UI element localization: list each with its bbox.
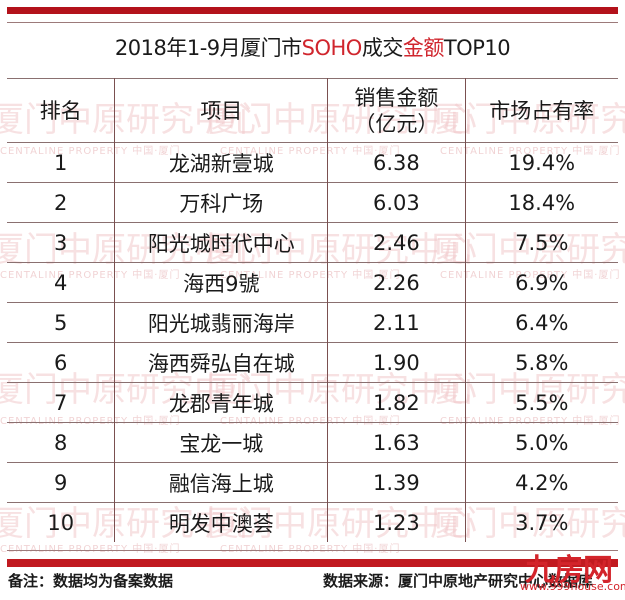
table-row: 6 海西舜弘自在城 1.90 5.8% [7, 342, 618, 383]
bottom-divider [7, 550, 618, 551]
rank-cell: 2 [54, 190, 68, 215]
rank-cell: 9 [54, 470, 68, 495]
share-cell: 5.0% [464, 422, 618, 463]
table-row: 10 明发中澳荟 1.23 3.7% [7, 502, 618, 542]
table-row: 1 龙湖新壹城 6.38 19.4% [7, 142, 618, 183]
watermark-subtext: CENTALINE PROPERTY 中国·厦门 [0, 540, 180, 555]
project-cell: 阳光城时代中心 [114, 222, 328, 263]
share-cell: 7.5% [464, 222, 618, 263]
share-cell: 5.5% [464, 382, 618, 423]
header-rank: 排名 [39, 98, 82, 123]
rank-cell: 8 [54, 430, 68, 455]
amount-cell: 1.82 [327, 382, 466, 423]
watermark-subtext: CENTALINE PROPERTY 中国·厦门 [0, 270, 181, 281]
bottom-red-bar [7, 559, 618, 567]
amount-cell: 1.23 [327, 502, 466, 542]
table-row: 3 阳光城时代中心 2.46 7.5% [7, 222, 618, 263]
amount-cell: 1.63 [327, 422, 466, 463]
header-amount: 销售金额 （亿元） [327, 78, 466, 143]
amount-cell: 1.90 [327, 342, 466, 383]
rank-cell: 1 [54, 150, 68, 175]
page-title: 2018年1-9月厦门市SOHO成交金额TOP10 [0, 32, 625, 62]
title-middle: 成交 [361, 36, 404, 60]
share-cell: 5.8% [464, 342, 618, 383]
project-cell: 明发中澳荟 [114, 502, 328, 542]
project-cell: 龙湖新壹城 [114, 142, 328, 183]
title-highlight-amount: 金额 [402, 36, 445, 60]
title-suffix: TOP10 [443, 36, 511, 60]
amount-cell: 2.26 [327, 262, 466, 303]
amount-cell: 6.38 [327, 142, 466, 183]
share-cell: 19.4% [464, 142, 618, 183]
watermark-subtext: CENTALINE PROPERTY 中国·厦门 [0, 146, 181, 157]
rank-cell: 6 [54, 350, 68, 375]
table-header-row: 排名 项目 销售金额 （亿元） 市场占有率 [7, 78, 618, 143]
ranking-table: 排名 项目 销售金额 （亿元） 市场占有率 1 龙湖新壹城 6.38 19.4% … [7, 78, 618, 542]
table-row: 2 万科广场 6.03 18.4% [7, 182, 618, 223]
rank-cell: 10 [47, 510, 75, 535]
share-cell: 6.9% [464, 262, 618, 303]
watermark-subtext: CENTALINE PROPERTY 中国·厦门 [0, 416, 181, 427]
project-cell: 宝龙一城 [114, 422, 328, 463]
title-prefix: 2018年1-9月厦门市 [114, 36, 302, 60]
project-cell: 龙郡青年城 [114, 382, 328, 423]
amount-cell: 2.11 [327, 302, 466, 343]
site-url: www.999house.com [520, 580, 625, 593]
table-row: 5 阳光城翡丽海岸 2.11 6.4% [7, 302, 618, 343]
share-cell: 3.7% [464, 502, 618, 542]
table-row: 7 龙郡青年城 1.82 5.5% [7, 382, 618, 423]
share-cell: 6.4% [464, 302, 618, 343]
top-divider [7, 22, 618, 23]
amount-cell: 6.03 [327, 182, 466, 223]
project-cell: 海西舜弘自在城 [114, 342, 328, 383]
table-row: 4 海西9號 2.26 6.9% [7, 262, 618, 303]
table-row: 8 宝龙一城 1.63 5.0% [7, 422, 618, 463]
share-cell: 18.4% [464, 182, 618, 223]
rank-cell: 3 [54, 230, 68, 255]
amount-cell: 1.39 [327, 462, 466, 503]
project-cell: 阳光城翡丽海岸 [114, 302, 328, 343]
footer-note: 备注：数据均为备案数据 [8, 572, 174, 590]
project-cell: 海西9號 [114, 262, 328, 303]
title-highlight-soho: SOHO [301, 36, 363, 60]
project-cell: 融信海上城 [114, 462, 328, 503]
share-cell: 4.2% [464, 462, 618, 503]
amount-cell: 2.46 [327, 222, 466, 263]
top-red-bar [7, 7, 618, 14]
rank-cell: 7 [54, 390, 68, 415]
header-project: 项目 [114, 78, 328, 143]
header-share: 市场占有率 [464, 78, 618, 143]
project-cell: 万科广场 [114, 182, 328, 223]
watermark-subtext: CENTALINE PROPERTY 中国·厦门 [220, 540, 400, 555]
rank-cell: 4 [54, 270, 68, 295]
rank-cell: 5 [54, 310, 68, 335]
footer-source: 数据来源：厦门中原地产研究中心数据库 [323, 572, 594, 590]
table-row: 9 融信海上城 1.39 4.2% [7, 462, 618, 503]
site-logo: 九房网 [525, 553, 613, 588]
